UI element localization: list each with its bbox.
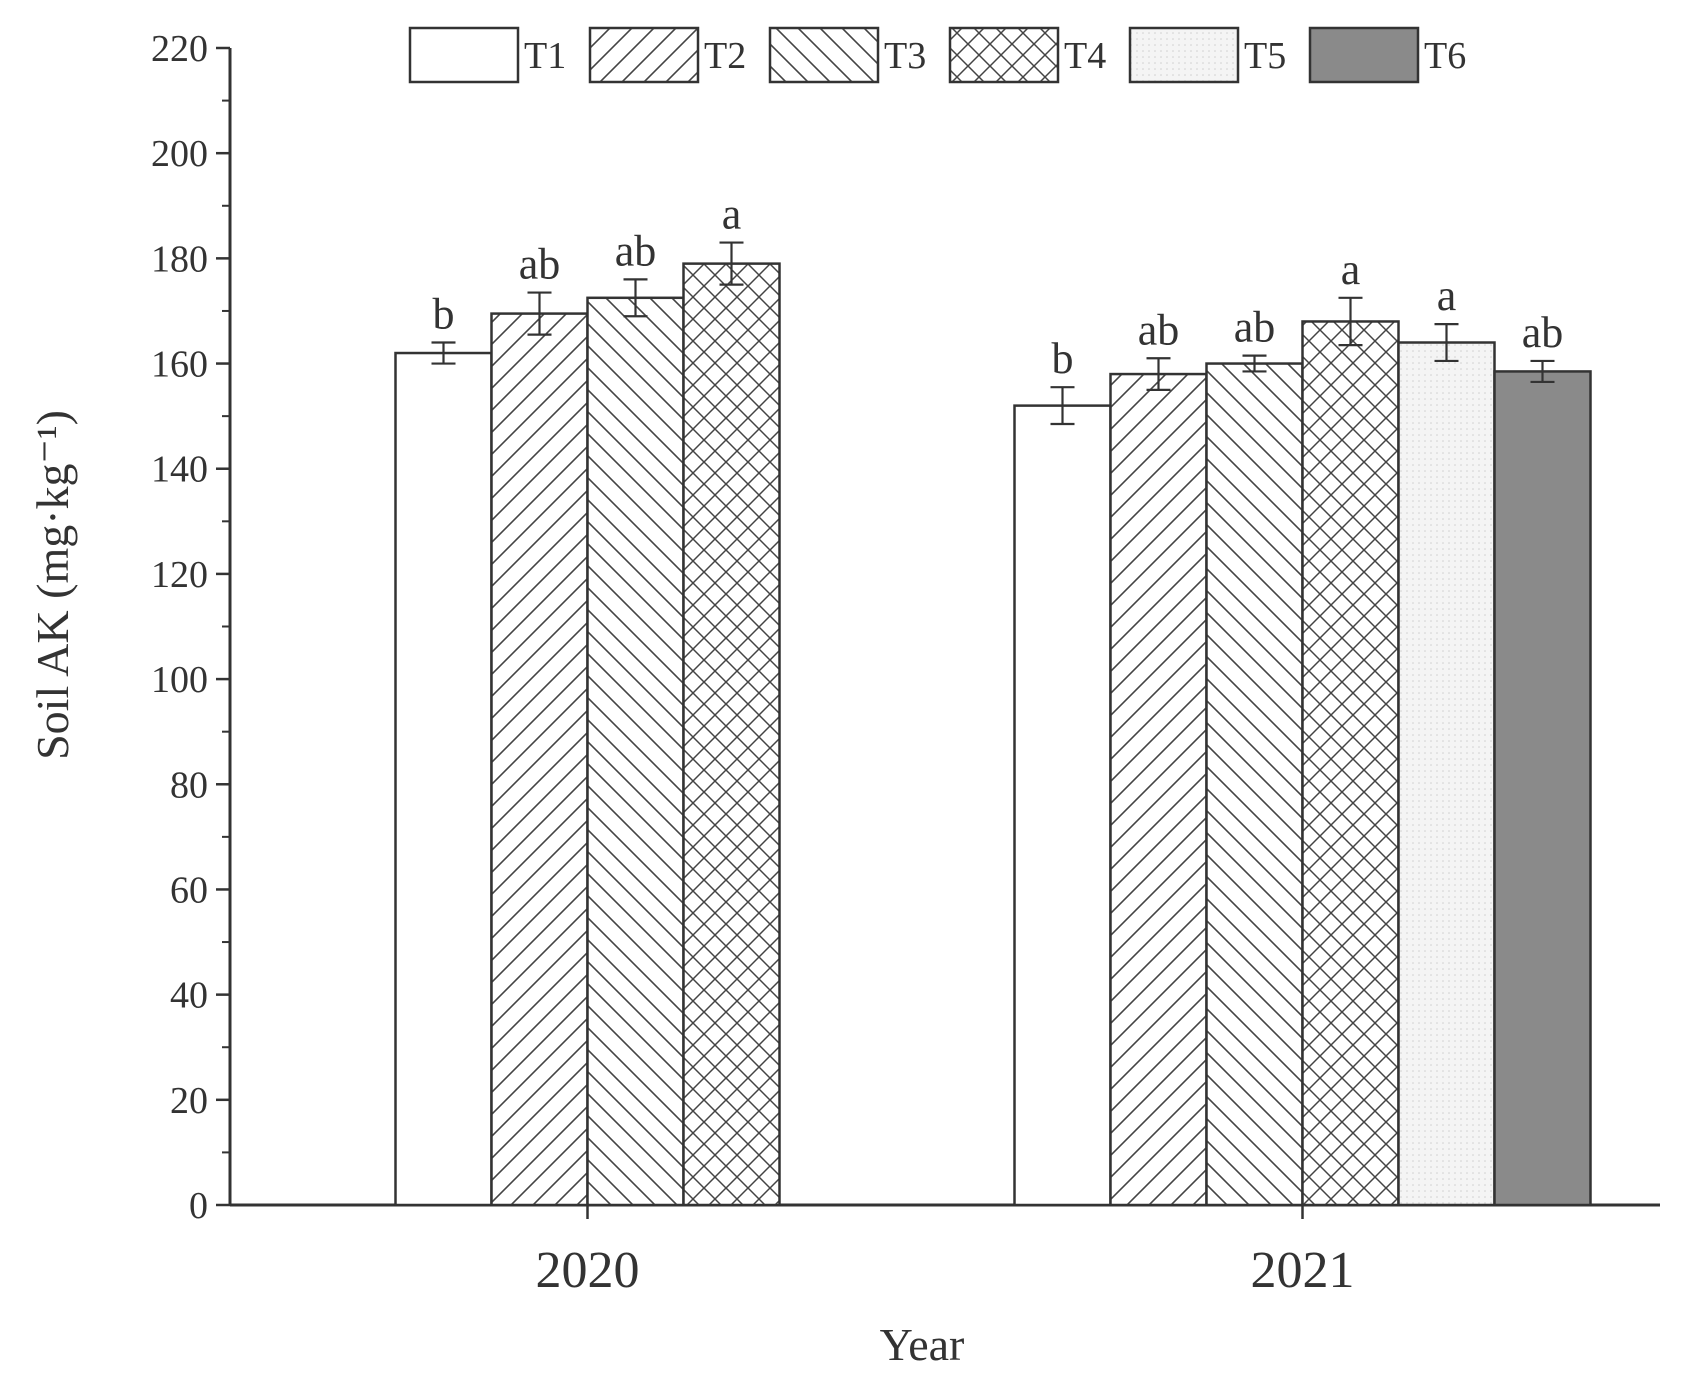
legend: T1 T2 T3 T4 T5 T6 bbox=[408, 26, 1466, 84]
legend-label: T1 bbox=[524, 35, 566, 77]
y-tick-label: 40 bbox=[170, 975, 208, 1017]
significance-label: ab bbox=[615, 226, 657, 275]
y-tick-label: 160 bbox=[151, 344, 208, 386]
significance-label: ab bbox=[1234, 303, 1276, 352]
significance-label: b bbox=[433, 290, 455, 339]
bar bbox=[586, 296, 685, 1207]
legend-swatch bbox=[1128, 26, 1240, 84]
bar bbox=[394, 351, 493, 1207]
y-tick-label: 60 bbox=[170, 869, 208, 911]
y-tick-label: 20 bbox=[170, 1080, 208, 1122]
legend-label: T3 bbox=[884, 35, 926, 77]
significance-label: a bbox=[722, 190, 742, 239]
y-tick-label: 0 bbox=[189, 1185, 208, 1227]
legend-label: T4 bbox=[1064, 35, 1106, 77]
y-tick-label: 200 bbox=[151, 133, 208, 175]
bar bbox=[1493, 370, 1592, 1207]
x-axis: 2020 2021 bbox=[230, 1203, 1660, 1299]
y-tick-label: 180 bbox=[151, 238, 208, 280]
legend-swatch bbox=[408, 26, 520, 84]
x-category-label: 2021 bbox=[1251, 1242, 1355, 1299]
bar bbox=[1397, 341, 1496, 1207]
bar bbox=[1109, 372, 1208, 1207]
y-tick-label: 80 bbox=[170, 764, 208, 806]
legend-swatch bbox=[768, 26, 880, 84]
y-axis: 0 20 40 60 80 100 120 140 160 180 200 220 bbox=[151, 28, 232, 1227]
y-tick-label: 220 bbox=[151, 28, 208, 70]
significance-label: ab bbox=[1138, 305, 1180, 354]
legend-swatch bbox=[588, 26, 700, 84]
x-axis-title: Year bbox=[880, 1319, 965, 1370]
bar bbox=[1013, 404, 1112, 1207]
significance-label: b bbox=[1052, 334, 1074, 383]
y-axis-title: Soil AK (mg·kg⁻¹) bbox=[27, 410, 78, 760]
bar bbox=[490, 312, 589, 1207]
bar bbox=[682, 262, 781, 1207]
y-tick-label: 120 bbox=[151, 554, 208, 596]
y-tick-label: 140 bbox=[151, 449, 208, 491]
legend-swatch bbox=[948, 26, 1060, 84]
bar bbox=[1205, 362, 1304, 1207]
significance-label: ab bbox=[519, 240, 561, 289]
bar bbox=[1301, 320, 1400, 1207]
x-category-label: 2020 bbox=[536, 1242, 640, 1299]
y-tick-label: 100 bbox=[151, 659, 208, 701]
significance-label: ab bbox=[1522, 308, 1564, 357]
legend-label: T2 bbox=[704, 35, 746, 77]
significance-label: a bbox=[1341, 245, 1361, 294]
legend-label: T6 bbox=[1424, 35, 1466, 77]
legend-label: T5 bbox=[1244, 35, 1286, 77]
significance-label: a bbox=[1437, 271, 1457, 320]
legend-swatch bbox=[1308, 26, 1420, 84]
